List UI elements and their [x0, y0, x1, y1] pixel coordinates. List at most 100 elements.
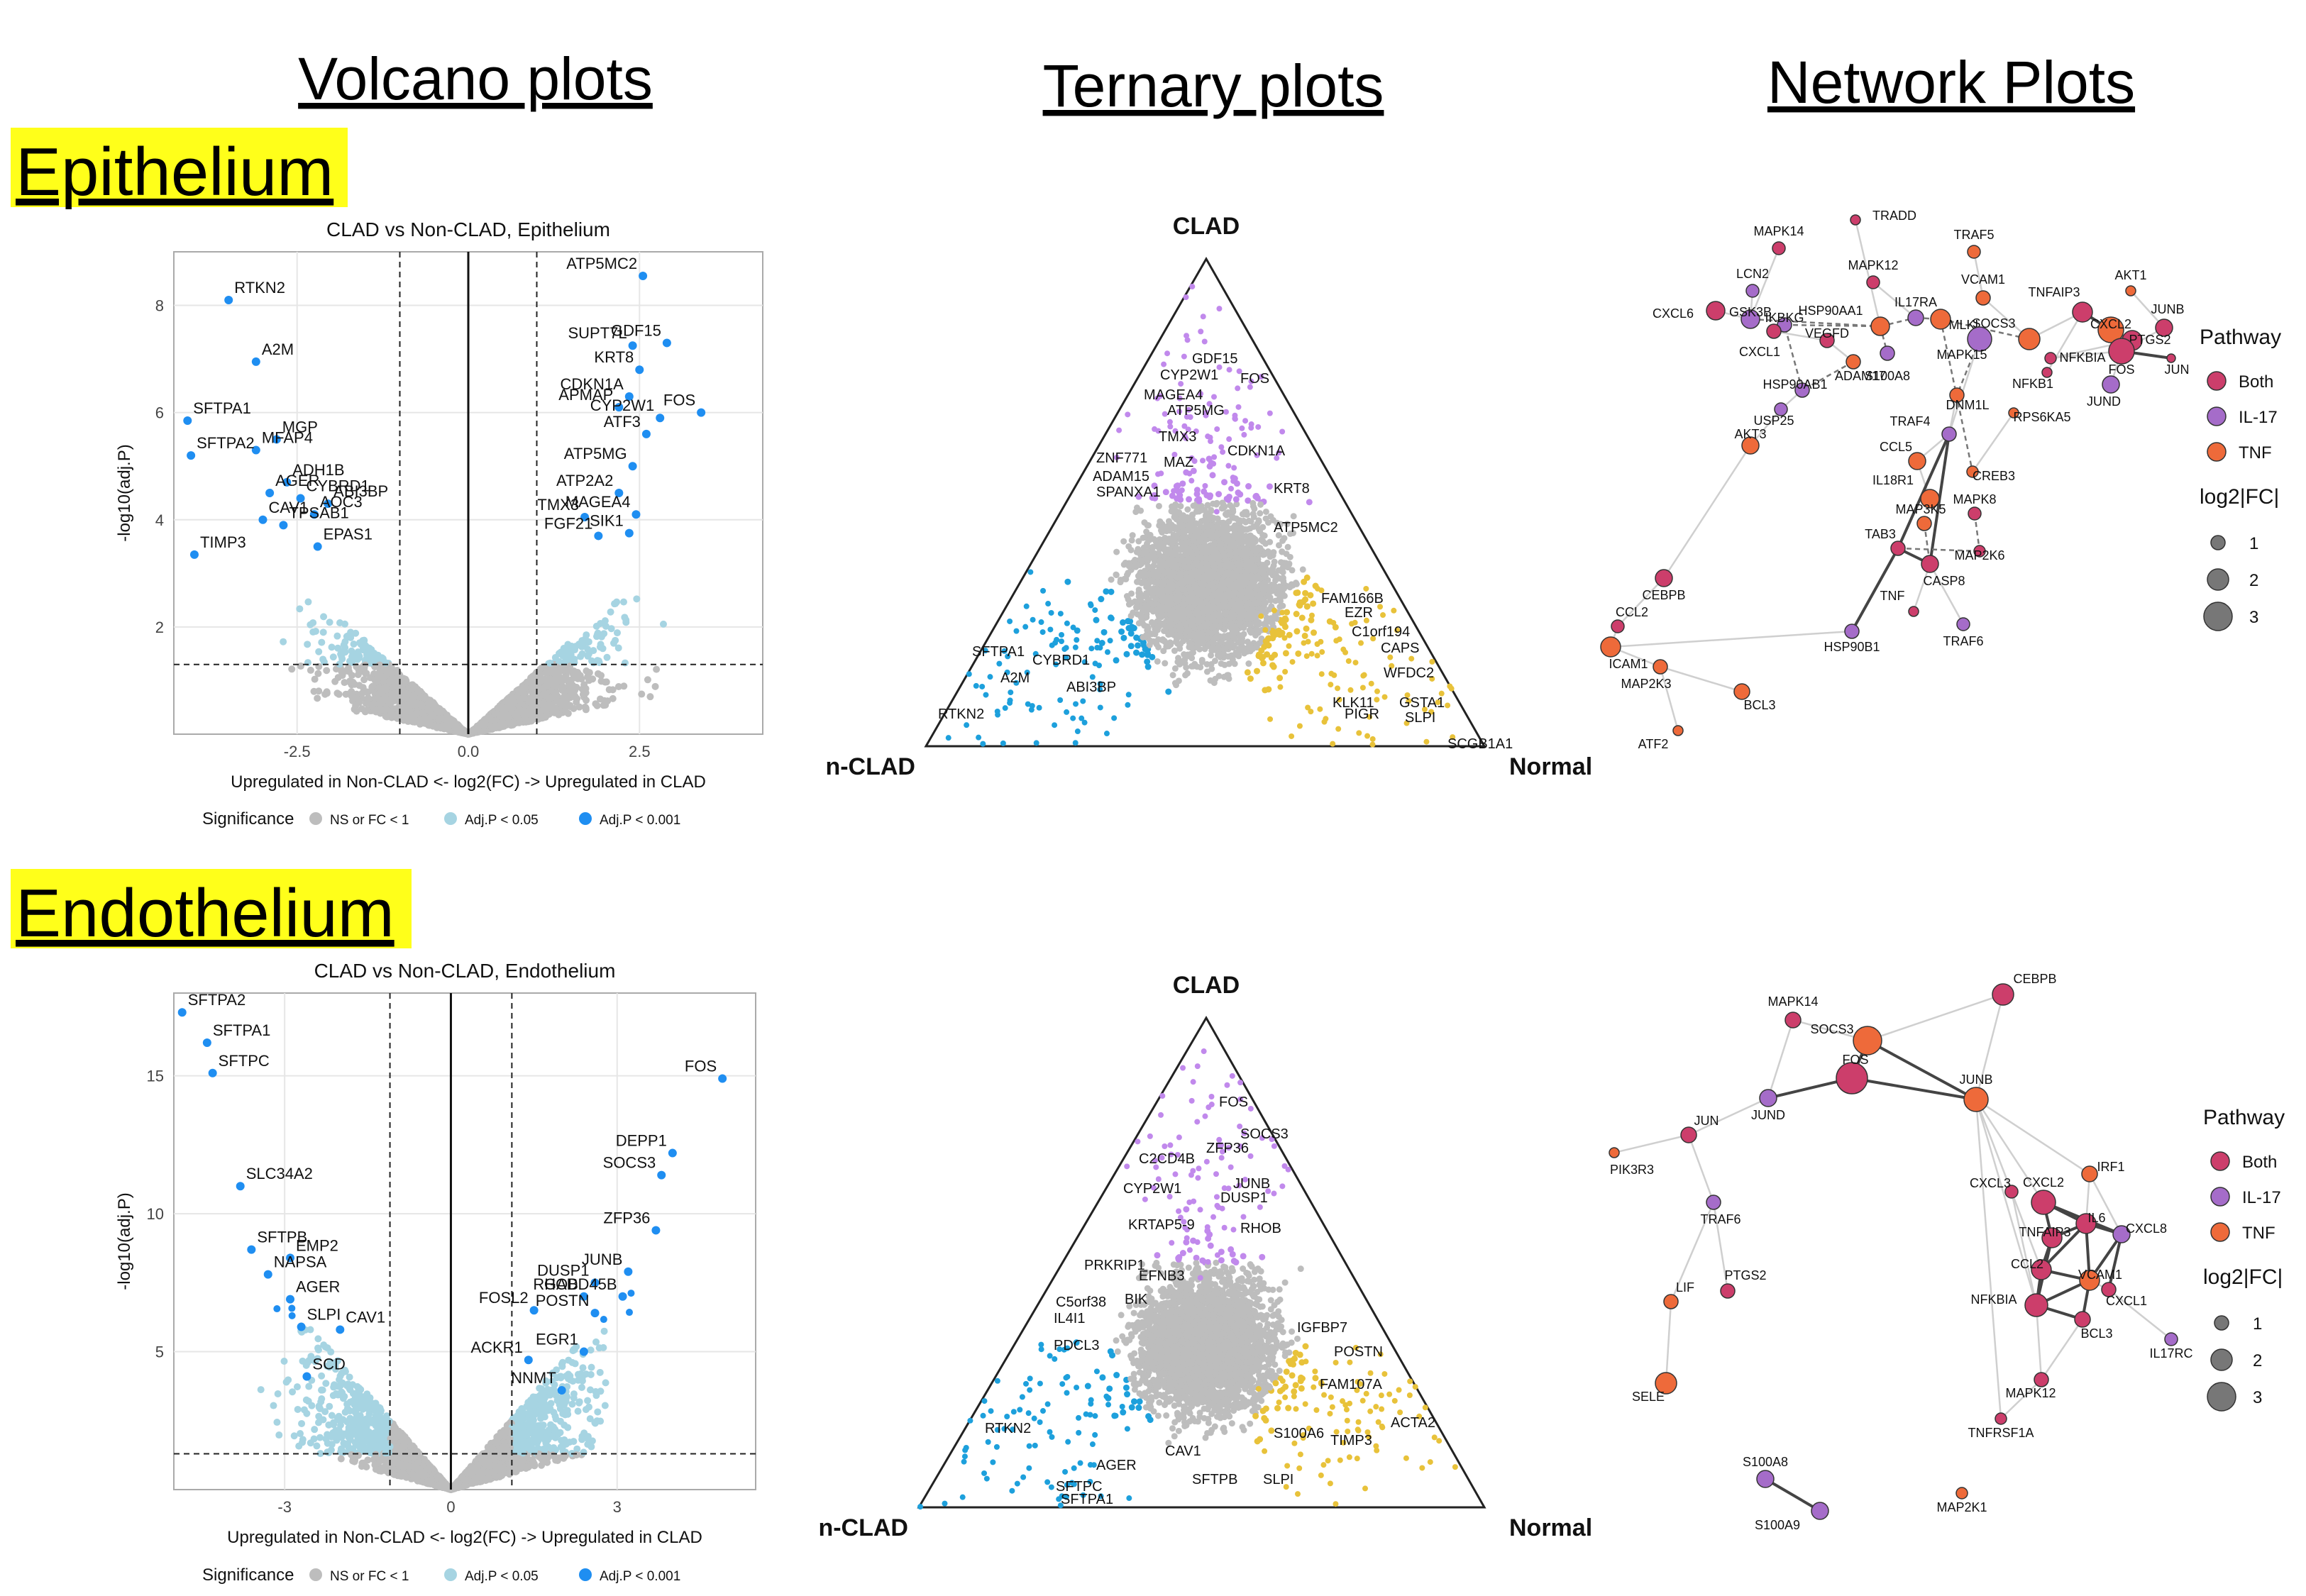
gene-point — [509, 696, 517, 704]
gene-point — [390, 1470, 397, 1478]
gene-point — [360, 676, 368, 684]
gene-point — [487, 723, 495, 731]
gene-point — [498, 1472, 506, 1480]
gene-point — [578, 1383, 585, 1391]
gene-point — [502, 704, 510, 712]
gene-point — [561, 692, 568, 699]
gene-point — [424, 1477, 432, 1485]
gene-point — [318, 1372, 326, 1380]
gene-point — [345, 633, 353, 641]
gene-point — [356, 1441, 364, 1448]
gene-point — [561, 1422, 568, 1429]
header-network: Network Plots — [1767, 49, 2135, 116]
gene-point — [491, 716, 499, 724]
gene-point — [325, 1421, 333, 1429]
gene-point — [591, 1419, 599, 1426]
gene-point — [580, 1448, 587, 1456]
gene-point — [563, 1407, 570, 1415]
gene-point — [619, 598, 627, 606]
gene-point — [587, 1370, 595, 1378]
labelled-gene-point — [594, 531, 603, 541]
gene-point — [270, 1402, 277, 1409]
gene-point — [314, 1335, 322, 1343]
gene-point — [425, 1465, 433, 1473]
gene-label-sftpa1: SFTPA1 — [193, 399, 251, 417]
gene-label-ager: AGER — [296, 1278, 340, 1296]
gene-point — [540, 1393, 548, 1401]
gene-point — [582, 706, 590, 714]
labelled-gene-point — [697, 408, 706, 417]
labelled-gene-point — [247, 1245, 256, 1254]
gene-point — [289, 1388, 297, 1396]
labelled-gene-point — [579, 1347, 588, 1356]
labelled-gene-point — [263, 1270, 272, 1279]
gene-point — [468, 1478, 476, 1486]
legend-label: Adj.P < 0.05 — [465, 813, 539, 828]
gene-point — [542, 1433, 550, 1441]
labelled-gene-point — [639, 272, 648, 280]
gene-point — [298, 1419, 306, 1427]
gene-point — [436, 1481, 443, 1489]
gene-point — [651, 682, 659, 690]
gene-point — [529, 1430, 536, 1438]
gene-point — [424, 714, 432, 722]
gene-point — [353, 707, 360, 715]
legend-swatch — [579, 1568, 592, 1581]
gene-point — [390, 1426, 397, 1434]
gene-point — [557, 1374, 565, 1382]
x-tick-label: -2.5 — [284, 743, 311, 760]
gene-point — [325, 1448, 333, 1456]
gene-point — [516, 1436, 524, 1443]
gene-point — [370, 656, 377, 664]
y-axis-label: -log10(adj.P) — [115, 1192, 134, 1290]
x-axis-label: Upregulated in Non-CLAD <- log2(FC) -> U… — [227, 1528, 702, 1547]
gene-label-sftpc: SFTPC — [219, 1052, 270, 1070]
gene-point — [338, 1388, 346, 1396]
gene-point — [603, 653, 611, 661]
gene-point — [315, 687, 323, 695]
y-axis-label: -log10(adj.P) — [115, 444, 134, 541]
gene-point — [305, 1382, 313, 1390]
gene-point — [571, 1360, 579, 1368]
gene-point — [345, 1443, 353, 1451]
gene-point — [456, 1483, 463, 1491]
gene-point — [516, 697, 524, 705]
legend-title: Significance — [202, 809, 294, 829]
labelled-gene-point — [624, 1267, 633, 1276]
gene-point — [515, 1408, 523, 1416]
gene-point — [503, 1445, 511, 1453]
gene-point — [550, 665, 558, 673]
gene-point — [348, 693, 356, 701]
gene-label-fos: FOS — [663, 392, 695, 409]
gene-point — [584, 1397, 592, 1404]
gene-point — [353, 1382, 361, 1390]
gene-point — [653, 665, 661, 673]
gene-label-atp5mg: ATP5MG — [564, 445, 627, 462]
gene-point — [294, 1405, 302, 1413]
gene-label-sftpa2: SFTPA2 — [197, 434, 255, 452]
gene-point — [496, 1445, 504, 1453]
gene-point — [566, 1376, 574, 1384]
gene-point — [592, 1392, 600, 1400]
labelled-gene-point — [656, 414, 665, 423]
gene-point — [274, 1390, 282, 1397]
gene-point — [359, 1404, 367, 1412]
gene-point — [540, 1458, 548, 1465]
gene-point — [346, 679, 354, 687]
gene-point — [328, 1441, 336, 1448]
x-tick-label: 2.5 — [629, 743, 651, 760]
gene-point — [529, 1457, 537, 1465]
legend-swatch — [444, 1568, 457, 1581]
labelled-gene-point — [302, 1372, 311, 1381]
gene-label-gadd45b: GADD45B — [544, 1275, 617, 1293]
gene-point — [317, 1398, 325, 1406]
epithelium-highlight — [11, 128, 348, 207]
gene-point — [554, 1431, 562, 1439]
gene-point — [309, 628, 317, 636]
legend-swatch — [579, 812, 592, 825]
gene-point — [369, 682, 377, 690]
gene-point — [465, 1467, 473, 1475]
header-volcano: Volcano plots — [298, 45, 653, 112]
